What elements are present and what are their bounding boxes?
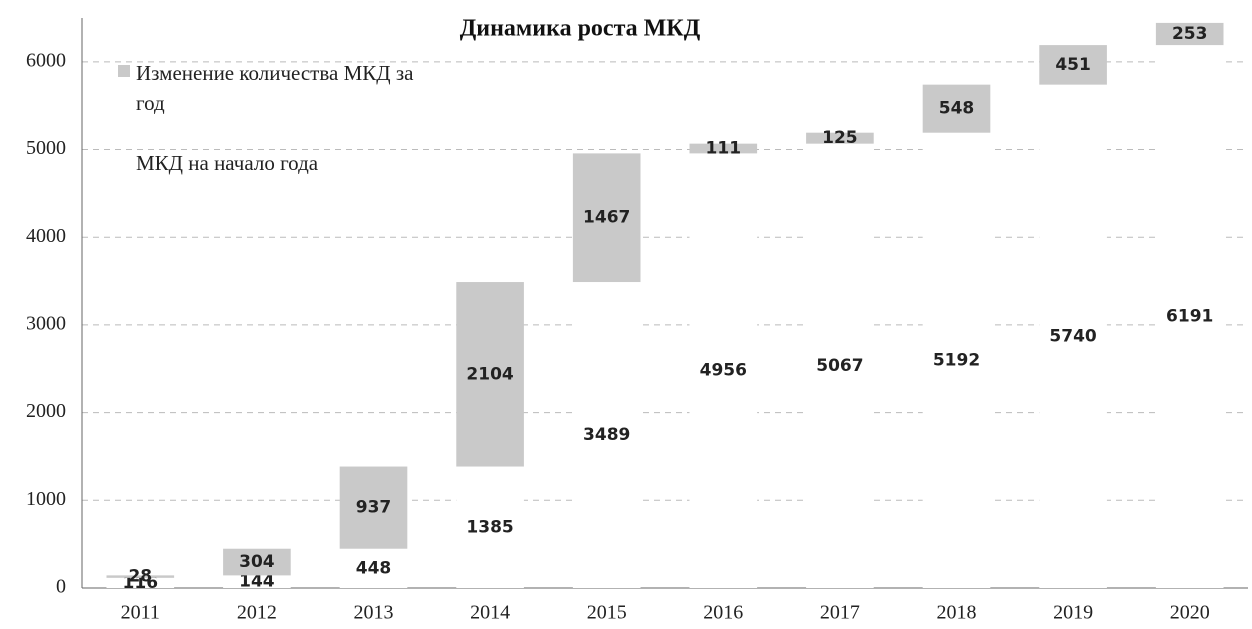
y-tick-label: 2000: [26, 400, 66, 422]
x-tick-label: 2018: [937, 602, 977, 624]
data-label: 3489: [583, 425, 630, 445]
data-label: 4956: [700, 361, 747, 381]
bar-segment: [922, 84, 991, 133]
y-tick-label: 6000: [26, 49, 66, 71]
data-label: 125: [822, 128, 858, 148]
data-label: 937: [356, 498, 392, 518]
bar-segment: [1039, 84, 1107, 589]
chart-title: Динамика роста МКД: [460, 16, 701, 42]
data-label: 451: [1055, 55, 1091, 75]
bar-segment: [806, 143, 874, 588]
bar-segment: [689, 143, 758, 154]
bar-segment: [339, 466, 408, 549]
y-tick-label: 1000: [26, 488, 66, 510]
bar-segment: [106, 575, 175, 578]
bar-segment: [689, 153, 758, 589]
x-tick-label: 2012: [237, 602, 277, 624]
x-tick-label: 2015: [587, 602, 627, 624]
bar-segment: [456, 282, 524, 467]
bar-segment: [339, 548, 408, 588]
data-label: 6191: [1166, 307, 1213, 327]
x-tick-label: 2014: [470, 602, 510, 624]
bar-segment: [456, 466, 524, 588]
bar-segment: [223, 548, 291, 576]
x-tick-label: 2020: [1170, 602, 1210, 624]
legend-label: МКД на начало года: [136, 151, 319, 175]
x-tick-label: 2017: [820, 602, 860, 624]
data-label: 28: [128, 567, 152, 587]
data-label: 5067: [816, 356, 863, 376]
legend-label: Изменение количества МКД за год: [136, 61, 414, 115]
bar-segment: [106, 577, 175, 588]
data-label: 144: [239, 572, 275, 592]
data-label: 1385: [466, 517, 513, 537]
bar-segment: [572, 153, 641, 283]
bar-segment: [223, 575, 291, 588]
legend-swatch: [118, 155, 130, 167]
y-tick-label: 4000: [26, 225, 66, 247]
data-label: 2104: [466, 364, 513, 384]
bar-segment: [922, 132, 991, 588]
data-label: 111: [706, 139, 742, 159]
bar-segment: [572, 282, 641, 588]
data-label: 253: [1172, 24, 1208, 44]
data-label: 448: [356, 558, 392, 578]
data-label: 116: [123, 573, 159, 593]
x-tick-label: 2019: [1053, 602, 1093, 624]
legend-swatch: [118, 65, 130, 77]
x-tick-label: 2011: [121, 602, 160, 624]
bar-segment: [1155, 22, 1224, 46]
data-label: 1467: [583, 208, 630, 228]
bar-segment: [1039, 45, 1107, 85]
bar-segment: [1155, 45, 1224, 588]
data-label: 304: [239, 552, 275, 572]
x-tick-label: 2013: [354, 602, 394, 624]
data-label: 548: [939, 99, 975, 119]
y-tick-label: 3000: [26, 313, 66, 335]
y-tick-label: 0: [56, 576, 66, 598]
y-tick-label: 5000: [26, 137, 66, 159]
x-tick-label: 2016: [703, 602, 743, 624]
bar-segment: [806, 132, 874, 144]
data-label: 5192: [933, 350, 980, 370]
data-label: 5740: [1049, 326, 1096, 346]
